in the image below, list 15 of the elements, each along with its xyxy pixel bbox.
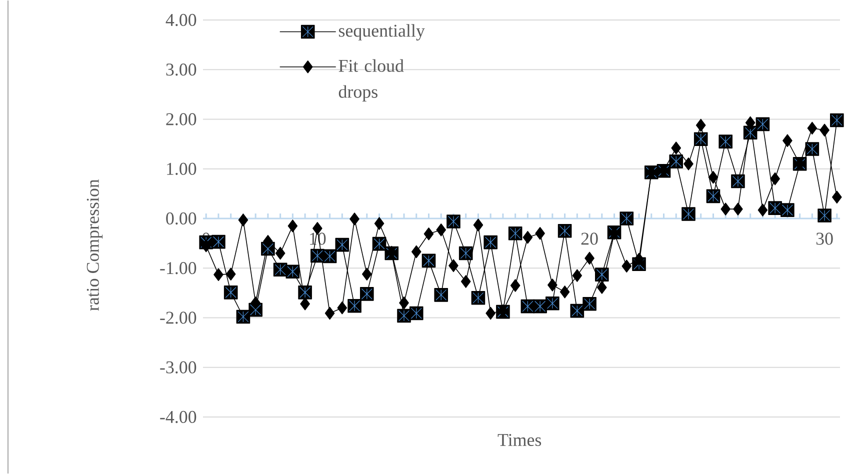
y-axis-title: ratio Compression [86, 179, 103, 311]
legend-label: sequentially [338, 24, 425, 40]
y-tick-label: 1.00 [167, 162, 196, 175]
y-tick-label: 4.00 [166, 14, 196, 26]
legend-label: Fit cloud drops [338, 59, 404, 102]
x-tick-label: 30 [816, 232, 833, 245]
y-tick-label: -2.00 [160, 312, 196, 324]
x-tick-label: 20 [581, 232, 598, 245]
x-axis-title: Times [498, 434, 542, 446]
y-tick-label: -4.00 [160, 410, 196, 424]
y-tick-label: 3.00 [166, 64, 196, 76]
y-tick-label: -3.00 [160, 361, 196, 374]
y-tick-label: 2.00 [166, 113, 196, 126]
y-tick-label: 0.00 [166, 212, 196, 225]
y-tick-label: -1.00 [160, 262, 196, 274]
